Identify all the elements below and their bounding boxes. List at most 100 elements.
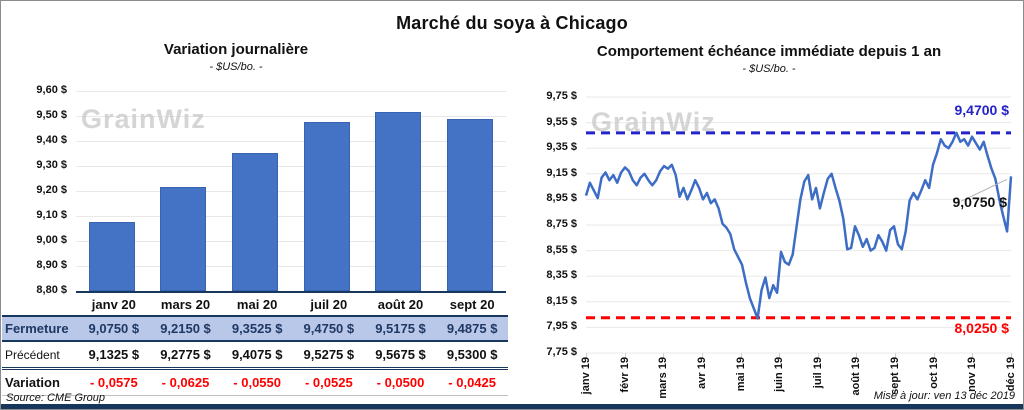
line-chart-plot	[584, 96, 1013, 354]
right-y-tick: 9,55 $	[546, 115, 577, 128]
table-column-header: sept 20	[449, 296, 495, 312]
bar	[160, 187, 207, 291]
table-cell: 9,4075 $	[231, 347, 283, 362]
x-tick-mark	[972, 353, 974, 358]
table-row-label: Fermeture	[5, 321, 69, 336]
gridline	[76, 166, 506, 167]
table-cell: 9,2775 $	[160, 347, 211, 362]
gridline	[76, 116, 506, 117]
table-cell: - 0,0625	[161, 375, 210, 390]
table-cell: 9,5175 $	[375, 321, 426, 336]
table-cell: 9,2150 $	[160, 321, 211, 336]
bar	[232, 152, 279, 291]
bar	[447, 119, 494, 291]
x-tick-mark	[701, 353, 703, 358]
update-note: Mise à jour: ven 13 déc 2019	[873, 390, 1015, 402]
x-tick-mark	[624, 353, 626, 358]
price-line-series	[584, 131, 1013, 320]
right-y-tick: 8,95 $	[546, 192, 577, 205]
right-y-tick: 8,75 $	[546, 218, 577, 230]
table-row-label: Variation	[5, 375, 60, 390]
table-column-header: août 20	[377, 296, 424, 312]
table-cell: 9,0750 $	[88, 321, 140, 336]
right-y-tick: 7,95 $	[546, 320, 577, 333]
left-y-tick: 9,60 $	[36, 84, 67, 96]
left-y-labels: 9,60 $ 9,50 $ 9,40 $ 9,30 $ 9,20 $ 9,10 $ 9,00…	[9, 84, 67, 303]
gridline	[76, 241, 506, 242]
resistance-label: 9,4700 $	[954, 102, 1010, 118]
right-x-tick: févr 19	[618, 357, 631, 393]
right-y-tick: 8,55 $	[546, 243, 577, 256]
left-y-tick: 9,30 $	[36, 159, 67, 171]
gridline	[76, 91, 506, 92]
bar	[88, 222, 135, 291]
table-cell: 9,4875 $	[446, 321, 498, 336]
right-chart-subtitle: - $US/bo. -	[742, 63, 796, 75]
x-tick-mark	[1011, 353, 1012, 358]
right-x-labels: janv 19 févr 19 mars 19 avr 19 mai 19 juin 19…	[580, 353, 1017, 407]
table-cell: 9,5675 $	[375, 347, 426, 362]
table-row-precedent: Précédent 9,1325 $ 9,2775 $ 9,4075 $ 9,5275 …	[2, 342, 508, 370]
right-y-tick: 9,75 $	[546, 90, 577, 102]
table-row-label: Précédent	[5, 347, 60, 362]
right-x-tick: mars 19	[657, 357, 670, 399]
x-tick-mark	[586, 353, 587, 358]
table-column-header: mars 20	[160, 296, 211, 312]
table-column-header: mai 20	[236, 296, 278, 312]
left-y-tick: 9,50 $	[36, 109, 67, 121]
left-chart-subtitle: - $US/bo. -	[209, 61, 263, 73]
gridline	[76, 191, 506, 192]
table-row-fermeture: Fermeture 9,0750 $ 9,2150 $ 9,3525 $ 9,4750 …	[2, 317, 508, 342]
table-cell: 9,5300 $	[446, 347, 498, 362]
bar	[375, 111, 422, 291]
source-note: Source: CME Group	[6, 392, 106, 404]
right-x-tick: juil 19	[811, 357, 824, 389]
x-tick-mark	[779, 353, 781, 358]
x-tick-mark	[740, 353, 742, 358]
left-y-tick: 8,90 $	[36, 259, 67, 271]
gridline	[76, 266, 506, 267]
table-cell: - 0,0425	[448, 375, 496, 390]
table-row-variation: Variation - 0,0575 - 0,0625 - 0,0550 - 0,052…	[2, 370, 508, 396]
table-cell: - 0,0575	[89, 375, 138, 390]
x-tick-mark	[817, 353, 819, 358]
table-cell: - 0,0500	[376, 375, 425, 390]
price-line-chart	[584, 96, 1013, 354]
last-price-leader-line	[960, 178, 1008, 202]
support-label: 8,0250 $	[954, 320, 1010, 336]
gridline	[76, 141, 506, 142]
table-cell: 9,5275 $	[303, 347, 355, 362]
right-y-tick: 7,75 $	[546, 346, 577, 358]
table-column-header: janv 20	[91, 296, 136, 312]
right-y-tick: 8,35 $	[546, 269, 577, 282]
page-title: Marché du soya à Chicago	[396, 13, 628, 33]
right-x-tick: juin 19	[773, 357, 786, 392]
bar	[303, 122, 350, 291]
left-y-tick: 9,20 $	[36, 184, 67, 196]
gridline	[76, 216, 506, 217]
right-y-tick: 9,15 $	[546, 166, 577, 179]
bottom-accent-bar	[1, 404, 1023, 409]
right-x-tick: mai 19	[734, 357, 747, 392]
x-tick-mark	[933, 353, 935, 358]
price-table: janv 20 mars 20 mai 20 juil 20 août 20 sept 2…	[2, 293, 508, 396]
right-y-labels: 9,75 $ 9,55 $ 9,35 $ 9,15 $ 8,95 $ 8,75 $ 8,55…	[521, 90, 577, 363]
right-y-tick: 9,35 $	[546, 141, 577, 154]
last-price-label: 9,0750 $	[952, 194, 1008, 210]
bar-chart-plot	[76, 91, 506, 293]
right-x-tick: avr 19	[695, 357, 708, 389]
table-cell: - 0,0525	[304, 375, 353, 390]
table-header-row: janv 20 mars 20 mai 20 juil 20 août 20 sept 2…	[2, 293, 508, 317]
table-cell: 9,1325 $	[88, 347, 140, 362]
right-chart-title: Comportement échéance immédiate depuis 1…	[596, 43, 942, 60]
x-tick-mark	[663, 353, 665, 358]
right-y-tick: 8,15 $	[546, 294, 577, 307]
table-cell: 9,3525 $	[231, 321, 283, 336]
left-chart-title: Variation journalière	[163, 41, 309, 58]
left-y-tick: 9,40 $	[36, 134, 67, 146]
left-y-tick: 9,10 $	[36, 209, 67, 221]
x-tick-mark	[856, 353, 858, 358]
bar-chart-bars	[76, 91, 506, 291]
left-y-tick: 9,00 $	[36, 234, 67, 246]
